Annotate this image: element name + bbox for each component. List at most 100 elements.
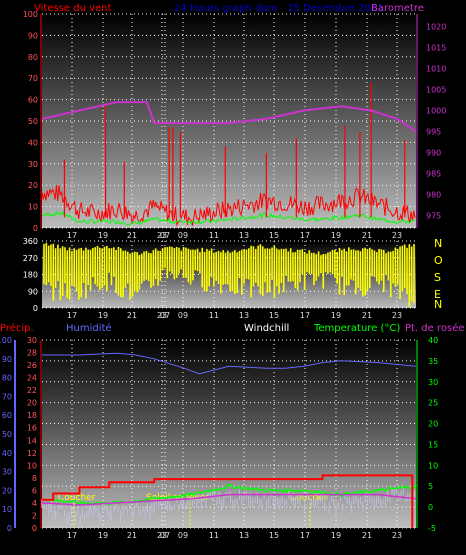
wind-average-line [41, 210, 416, 226]
wind-ytick-3: 30 [28, 160, 38, 169]
dir-ytick-2: 180 [23, 271, 38, 280]
precip-ytick-11: 22 [27, 386, 37, 395]
direction-letters: N O S E N [434, 237, 443, 311]
temp-ytick-4: 15 [428, 440, 438, 449]
climate-panel-bg [42, 340, 416, 528]
wind-ytick-2: 20 [28, 181, 38, 190]
precip-ytick-9: 18 [27, 411, 37, 420]
x-tick-p3-7: 13 [239, 531, 249, 540]
humidity-ytick-1: 10 [2, 505, 12, 514]
x-tick-p3-5: 09 [178, 531, 188, 540]
x-tick-p3-6: 11 [209, 531, 219, 540]
x-tick-p3-8: 15 [269, 531, 279, 540]
baro-ytick-3: 990 [426, 148, 441, 157]
baro-ytick-4: 995 [426, 127, 441, 136]
x-tick-p3-4: 07 [160, 531, 170, 540]
precip-ytick-6: 12 [27, 449, 37, 458]
x-tick-p2-12: 23 [392, 311, 402, 320]
temp-ytick-1: 0 [428, 503, 433, 512]
temp-ytick-3: 10 [428, 461, 438, 470]
humidity-label: Humidité [66, 322, 112, 334]
x-tick-p2-7: 13 [239, 311, 249, 320]
dewpoint-label: Pt. de rosée [405, 322, 465, 334]
x-tick-p3-12: 23 [392, 531, 402, 540]
chart-marks: 0102030405060708090100975980985990995100… [0, 10, 446, 540]
precip-ytick-5: 10 [27, 461, 37, 470]
x-tick-p3-9: 17 [300, 531, 310, 540]
direction-letter-0: N [434, 237, 442, 250]
humidity-ytick-3: 30 [2, 468, 12, 477]
humidity-ytick-2: 20 [2, 486, 12, 495]
x-tick-p2-9: 17 [300, 311, 310, 320]
precip-ytick-7: 14 [27, 436, 37, 445]
wind-ytick-0: 0 [33, 224, 38, 233]
x-tick-p1-0: 17 [67, 231, 77, 240]
wind-ytick-8: 80 [28, 53, 38, 62]
x-tick-p2-10: 19 [331, 311, 341, 320]
x-tick-p1-11: 21 [362, 231, 372, 240]
sunset-label-1: Coucher [58, 493, 96, 503]
humidity-ytick-7: 70 [2, 392, 12, 401]
x-tick-p2-3: 23 [157, 311, 167, 320]
x-tick-p2-11: 21 [362, 311, 372, 320]
precip-label: Précip. [0, 322, 34, 334]
temp-ytick-2: 5 [428, 482, 433, 491]
temp-ytick-9: 40 [428, 336, 438, 345]
direction-letter-2: S [434, 271, 441, 284]
x-tick-p1-8: 15 [269, 231, 279, 240]
wind-ytick-10: 100 [23, 10, 38, 19]
dewpoint-line [41, 493, 417, 506]
temp-ytick-0: -5 [428, 524, 436, 533]
chart-title: 24 Hours graph dpm - 15 Decembre 2011 [174, 3, 383, 14]
x-tick-p3-3: 23 [157, 531, 167, 540]
wind-ytick-7: 70 [28, 74, 38, 83]
temp-ytick-8: 35 [428, 357, 438, 366]
precip-ytick-1: 2 [32, 511, 37, 520]
barometer-line [41, 101, 417, 133]
windchill-label: Windchill [244, 323, 289, 334]
wind-panel-bg [42, 14, 416, 228]
wind-ytick-5: 50 [28, 117, 38, 126]
x-tick-p2-4: 07 [160, 311, 170, 320]
dir-ytick-1: 90 [28, 287, 38, 296]
x-tick-p2-1: 19 [98, 311, 108, 320]
humidity-ytick-5: 50 [2, 430, 12, 439]
x-tick-p1-6: 11 [209, 231, 219, 240]
humidity-ytick-4: 40 [2, 449, 12, 458]
humidity-ytick-8: 80 [2, 374, 12, 383]
x-tick-p1-7: 13 [239, 231, 249, 240]
baro-ytick-5: 1000 [426, 107, 446, 116]
x-tick-p2-0: 17 [67, 311, 77, 320]
wind-ytick-1: 10 [28, 203, 38, 212]
x-tick-p2-8: 15 [269, 311, 279, 320]
x-tick-p1-9: 17 [300, 231, 310, 240]
humidity-line [42, 352, 417, 375]
precipitation-line [42, 474, 414, 528]
wind-speed-label: Vitesse du vent [34, 3, 111, 14]
baro-ytick-1: 980 [426, 190, 441, 199]
temp-ytick-7: 30 [428, 378, 438, 387]
x-tick-p1-10: 19 [331, 231, 341, 240]
precip-ytick-8: 16 [27, 424, 37, 433]
precip-ytick-3: 6 [32, 486, 37, 495]
precip-ytick-12: 24 [27, 374, 37, 383]
wind-speed-line [41, 184, 416, 227]
dir-ytick-0: 0 [33, 304, 38, 313]
x-tick-p3-11: 21 [362, 531, 372, 540]
wind-ytick-9: 90 [28, 31, 38, 40]
baro-ytick-8: 1015 [426, 44, 446, 53]
direction-letter-3: E [434, 288, 441, 301]
baro-ytick-0: 975 [426, 211, 441, 220]
humidity-ytick-9: 90 [2, 355, 12, 364]
precip-ytick-4: 8 [32, 474, 37, 483]
baro-ytick-6: 1005 [426, 86, 446, 95]
x-tick-p3-10: 19 [331, 531, 341, 540]
dir-ytick-3: 270 [23, 254, 38, 263]
x-tick-p1-1: 19 [98, 231, 108, 240]
x-tick-p1-4: 07 [160, 231, 170, 240]
precip-ytick-15: 30 [27, 336, 37, 345]
x-tick-p1-3: 23 [157, 231, 167, 240]
x-tick-p1-5: 09 [178, 231, 188, 240]
precip-ytick-2: 4 [32, 499, 37, 508]
